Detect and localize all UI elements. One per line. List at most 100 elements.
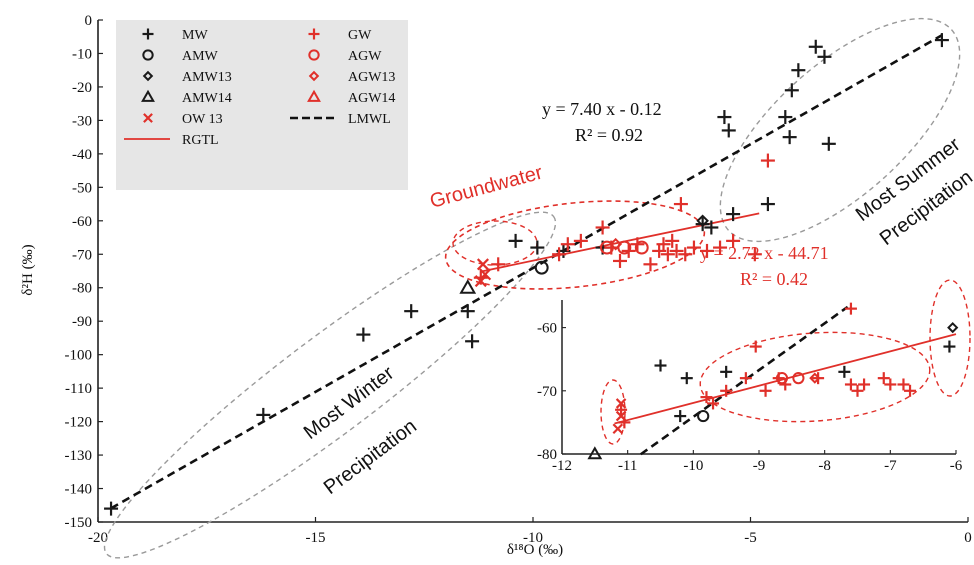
mw-point	[256, 407, 271, 422]
amw-point	[534, 260, 549, 275]
y-tick-label: -20	[72, 80, 92, 96]
mw-point	[530, 240, 545, 255]
inset-ow13-point	[615, 410, 627, 422]
legend-agw14-label: AGW14	[348, 91, 395, 106]
ow13-point	[476, 258, 490, 271]
y-tick-label: -50	[72, 180, 92, 196]
lmwl-r2: R² = 0.92	[575, 125, 643, 145]
legend-rgtl-label: RGTL	[182, 133, 219, 148]
groundwater-label: Groundwater	[428, 162, 546, 213]
mw-point	[704, 220, 719, 235]
inset-y-tick-label: -60	[537, 321, 557, 337]
legend-agw-swatch	[308, 49, 320, 61]
gw-point	[678, 247, 693, 262]
inset-y-tick-label: -70	[537, 384, 557, 400]
agw13-point	[609, 237, 622, 251]
inset-x-tick-label: -7	[884, 458, 897, 474]
mw-point	[821, 136, 836, 151]
mw-point	[808, 39, 823, 54]
inset-gw-point	[884, 378, 897, 391]
y-tick-label: -100	[65, 348, 93, 364]
mw-point	[760, 197, 775, 212]
inset-gw-point	[897, 378, 910, 391]
x-tick-label: -15	[306, 530, 326, 546]
y-tick-label: -90	[72, 314, 92, 330]
legend-amw-label: AMW	[182, 49, 219, 64]
mw-point	[356, 327, 371, 342]
mw-point	[934, 33, 949, 48]
mw-point	[721, 123, 736, 138]
x-tick-label: -5	[744, 530, 757, 546]
legend-amw14-label: AMW14	[182, 91, 232, 106]
legend-agw14-swatch	[307, 89, 321, 102]
inset-x-tick-label: -6	[950, 458, 963, 474]
groundwater-ellipse	[444, 200, 706, 290]
legend-mw-swatch	[142, 28, 154, 40]
y-tick-label: -70	[72, 247, 92, 263]
mw-point	[465, 334, 480, 349]
gw-point	[700, 243, 714, 258]
y-tick-label: -60	[72, 214, 92, 230]
inset-mw-point	[838, 365, 851, 378]
x-tick-label: -10	[523, 530, 543, 546]
inset-x-tick-label: -9	[753, 458, 766, 474]
summer-ellipse	[719, 17, 961, 243]
inset-gw-point	[739, 372, 752, 385]
inset-x-tick-label: -10	[683, 458, 703, 474]
inset-gw-point	[877, 372, 890, 385]
mw-point	[508, 233, 523, 248]
x-axis-ticks: -20 -15 -10 -5 0	[88, 517, 972, 546]
inset-mw-point	[680, 372, 693, 385]
gw-point	[686, 240, 701, 255]
gw-point	[673, 197, 688, 212]
legend-mw-label: MW	[182, 28, 208, 43]
gw-point	[747, 247, 762, 262]
inset-gw-point	[700, 391, 713, 404]
x-tick-label: 0	[964, 530, 972, 546]
inset-gw-point	[844, 302, 857, 315]
inset-agw13-point	[809, 372, 821, 384]
main-data-points	[104, 33, 949, 516]
y-tick-label: -40	[72, 147, 92, 163]
gw-point	[669, 243, 684, 258]
y-tick-label: -80	[72, 281, 92, 297]
inset-background	[512, 292, 968, 460]
mw-point	[460, 304, 475, 319]
inset-mw-point	[943, 340, 956, 353]
rgtl-r2: R² = 0.42	[740, 269, 808, 289]
gw-point	[643, 257, 658, 272]
amw14-point	[459, 279, 477, 294]
gw-point	[491, 257, 506, 272]
y-tick-label: 0	[85, 13, 93, 29]
inset-agw-point	[775, 372, 789, 385]
y-tick-label: -120	[65, 415, 93, 431]
inset-amw13-point	[947, 321, 959, 334]
inset-ow13-point	[615, 398, 627, 409]
gw-point	[552, 247, 567, 262]
mw-point	[104, 501, 119, 516]
inset-x-tick-label: -8	[818, 458, 831, 474]
inset-y-tick-label: -80	[537, 447, 557, 463]
mw-point	[817, 49, 832, 64]
legend: MW GW AMW AGW AMW13 AGW13 AMW14 AGW14 OW 13 LMWL R…	[116, 20, 408, 190]
y-tick-label: -150	[65, 515, 93, 531]
legend-lmwl-label: LMWL	[348, 112, 391, 127]
inset-gw-point	[844, 378, 857, 391]
region-ellipses	[103, 17, 961, 559]
mw-point	[695, 217, 710, 232]
inset-gw-point	[615, 403, 628, 416]
legend-amw-swatch	[142, 49, 154, 61]
y-axis-label: δ²H (‰)	[20, 244, 36, 295]
gw-point	[713, 240, 728, 255]
inset-agw-point	[792, 372, 805, 385]
gw-point	[660, 247, 675, 262]
inset-gw-point	[779, 378, 792, 391]
inset-gw-point	[904, 384, 917, 397]
y-tick-label: -30	[72, 113, 92, 129]
gw-point	[760, 153, 775, 168]
winter-ellipse	[103, 211, 557, 559]
inset-gw-point	[749, 340, 762, 353]
x-axis-label: δ¹⁸O (‰)	[507, 542, 563, 558]
inset-ticks: -60 -70 -80-12 -11 -10 -9 -8 -7 -6	[537, 321, 963, 474]
lmwl-equation: y = 7.40 x - 0.12	[542, 99, 662, 119]
